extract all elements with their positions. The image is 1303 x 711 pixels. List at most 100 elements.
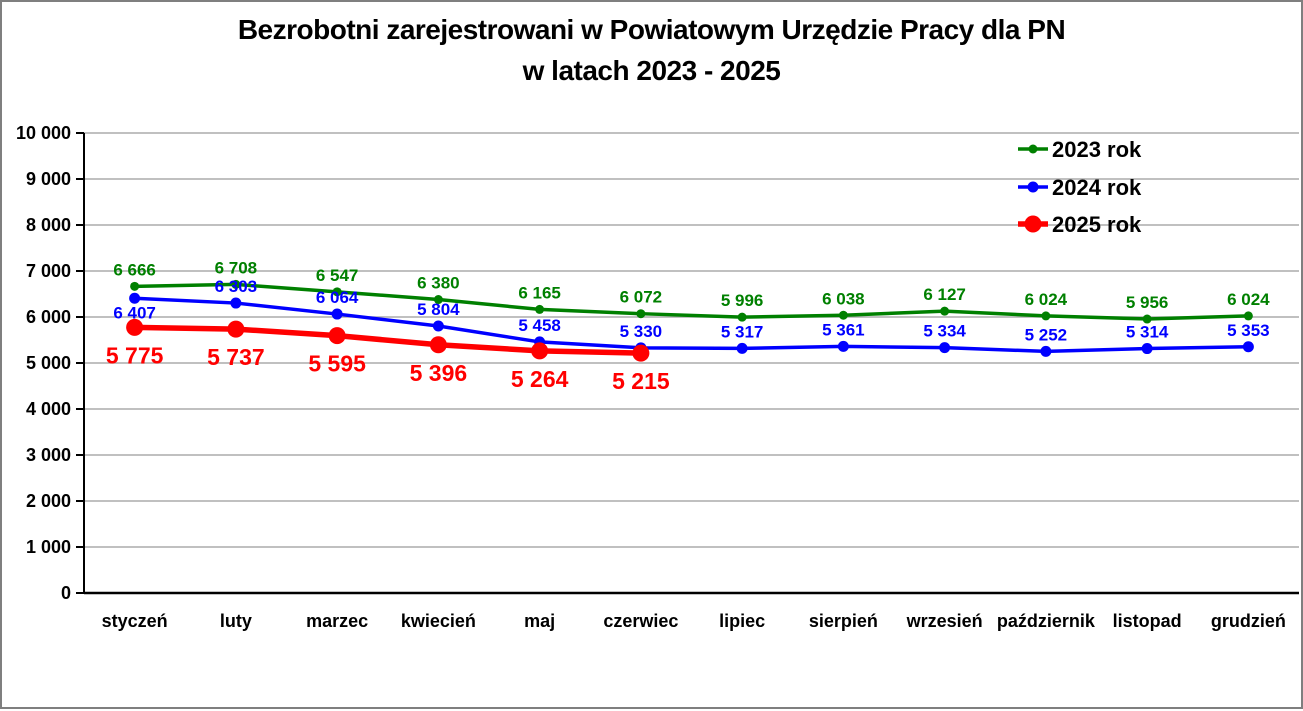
series-2025-point [227, 320, 245, 338]
series-2025-point [126, 318, 144, 336]
legend-item-2024: 2024 rok [1018, 175, 1142, 200]
series-2024-point [331, 308, 343, 320]
series-2025-data-label: 5 215 [612, 368, 670, 394]
x-axis-category-label: marzec [306, 611, 368, 631]
gridlines [84, 132, 1299, 548]
series-2024-data-label: 6 303 [215, 277, 258, 296]
series-2023-point [737, 312, 747, 322]
x-axis-category-label: kwiecień [401, 611, 476, 631]
series-2025-line [134, 324, 641, 356]
series-2023-data-label: 6 547 [316, 266, 359, 285]
series-2023-point [636, 309, 646, 319]
series-2024-data-label: 5 314 [1126, 323, 1169, 342]
series-2023-data-label: 5 956 [1126, 293, 1169, 312]
series-2023-data-label: 6 127 [923, 285, 966, 304]
series-2025-point [429, 336, 447, 354]
series-2024: 6 407 6 303 6 064 5 804 5 458 5 330 5 317 5 361… [113, 277, 1270, 357]
series-2024-data-label: 5 334 [923, 322, 966, 341]
legend-dot-marker-2025-icon [1024, 215, 1042, 233]
series-2023-point [1243, 311, 1253, 321]
series-2025-data-label: 5 396 [410, 360, 468, 386]
series-2025-point [328, 327, 346, 345]
series-2024-data-label: 5 330 [620, 322, 663, 341]
series-2025-point [632, 344, 650, 362]
y-axis-tick-label: 0 [61, 583, 71, 603]
series-2024-data-label: 5 361 [822, 320, 865, 339]
series-2023-point [231, 279, 241, 289]
x-axis: styczeń luty marzec kwiecień maj czerwiec lipi… [102, 611, 1286, 631]
series-2024-point [837, 340, 849, 352]
series-2024-line [134, 296, 1249, 354]
series-2024-point [230, 297, 242, 309]
series-2024-point [432, 320, 444, 332]
legend-label-2023: 2023 rok [1052, 137, 1142, 162]
x-axis-category-label: październik [997, 611, 1096, 631]
legend-label-2025: 2025 rok [1052, 212, 1142, 237]
series-2025-data-label: 5 737 [207, 344, 265, 370]
x-axis-category-label: wrzesień [906, 611, 983, 631]
series-2023-point [1041, 311, 1051, 321]
series-2023-point [1142, 314, 1152, 324]
x-axis-category-label: listopad [1113, 611, 1182, 631]
y-axis-tick-label: 2 000 [26, 491, 71, 511]
y-axis-tick-label: 8 000 [26, 215, 71, 235]
y-axis-tick-label: 9 000 [26, 169, 71, 189]
series-2023-data-label: 6 380 [417, 274, 460, 293]
series-2023-data-label: 5 996 [721, 291, 764, 310]
chart-title-line2: w latach 2023 - 2025 [522, 54, 781, 86]
series-2023-point [940, 306, 950, 316]
series-2023-point [130, 281, 140, 291]
series-2023-line [134, 282, 1249, 321]
series-2023-data-label: 6 038 [822, 289, 865, 308]
legend-label-2024: 2024 rok [1052, 175, 1142, 200]
series-2024-point [1141, 343, 1153, 355]
series-2023-point [535, 304, 545, 314]
series-2023-point [838, 310, 848, 320]
y-axis-tick-label: 5 000 [26, 353, 71, 373]
legend-item-2025: 2025 rok [1018, 212, 1142, 237]
legend-item-2023: 2023 rok [1018, 137, 1142, 162]
series-2023-data-label: 6 165 [518, 283, 561, 302]
x-axis-category-label: lipiec [719, 611, 765, 631]
x-axis-category-label: czerwiec [603, 611, 678, 631]
series-2024-data-label: 5 458 [518, 316, 561, 335]
series-2023-data-label: 6 024 [1025, 290, 1068, 309]
y-axis-tick-label: 6 000 [26, 307, 71, 327]
series-2024-point [1040, 345, 1052, 357]
series-2023: 6 666 6 708 6 547 6 380 6 165 6 072 5 996 6 038… [113, 258, 1270, 324]
series-2024-point [1242, 341, 1254, 353]
x-axis-category-label: grudzień [1211, 611, 1286, 631]
series-2024-point [736, 342, 748, 354]
series-2023-point [433, 295, 443, 305]
series-2023-point [332, 287, 342, 297]
y-axis-tick-label: 10 000 [16, 123, 71, 143]
chart-title-line1: Bezrobotni zarejestrowani w Powiatowym U… [237, 14, 1066, 45]
legend: 2023 rok 2024 rok 2025 rok [1018, 137, 1142, 237]
x-axis-category-label: luty [220, 611, 252, 631]
legend-dot-marker-2024-icon [1027, 181, 1039, 193]
series-2024-point [939, 342, 951, 354]
series-2024-data-label: 5 317 [721, 322, 764, 341]
series-2025: 5 775 5 737 5 595 5 396 5 264 5 215 [106, 318, 670, 394]
series-2023-data-label: 6 072 [620, 288, 663, 307]
y-axis-tick-label: 7 000 [26, 261, 71, 281]
legend-dot-marker-2023-icon [1028, 144, 1038, 154]
series-2025-point [531, 342, 549, 360]
series-2023-data-label: 6 024 [1227, 290, 1270, 309]
series-2024-data-label: 6 407 [113, 303, 156, 322]
series-2024-data-label: 5 252 [1025, 325, 1068, 344]
series-2024-data-label: 5 804 [417, 300, 460, 319]
series-2023-data-label: 6 666 [113, 260, 156, 279]
x-axis-category-label: sierpień [809, 611, 878, 631]
series-2025-data-label: 5 775 [106, 342, 164, 368]
x-axis-category-label: maj [524, 611, 555, 631]
chart-title: Bezrobotni zarejestrowani w Powiatowym U… [2, 10, 1301, 91]
series-2024-data-label: 5 353 [1227, 321, 1270, 340]
series-2025-data-label: 5 595 [308, 351, 366, 377]
y-axis-tick-label: 1 000 [26, 537, 71, 557]
series-2025-data-label: 5 264 [511, 366, 569, 392]
series-2024-data-label: 6 064 [316, 288, 359, 307]
series-2023-data-label: 6 708 [215, 258, 258, 277]
y-axis: 0 1 000 2 000 3 000 4 000 5 000 6 000 7 000 8 00… [16, 123, 1299, 603]
